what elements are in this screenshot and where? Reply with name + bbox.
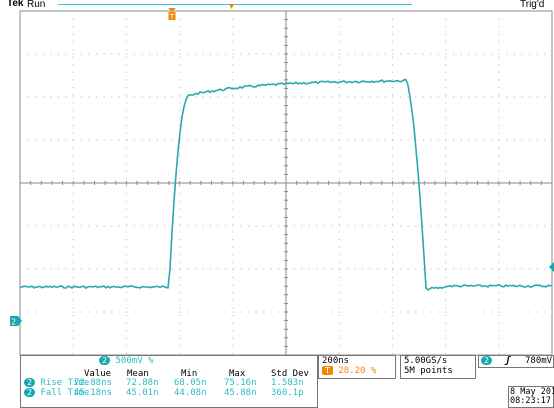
col-header-stddev: Std Dev	[271, 369, 309, 379]
measurement-channel-badge: 2	[24, 378, 36, 387]
measurement-stddev: 1.583n	[271, 378, 304, 388]
channel-badge: 2	[99, 356, 111, 365]
record-length: 5M points	[404, 366, 453, 376]
col-header-value: Value	[84, 369, 112, 379]
measurement-value: 72.88ns	[74, 378, 112, 388]
trigger-channel-badge: 2	[481, 356, 493, 365]
channel-2-waveform	[19, 78, 553, 291]
measurement-value: 45.18ns	[74, 388, 112, 398]
run-state: Run	[27, 0, 46, 10]
measurement-min: 44.08n	[174, 388, 207, 398]
brand-logo: Tek	[7, 0, 24, 9]
timebase-position: 28.20 %	[338, 366, 377, 376]
record-position-bar[interactable]	[58, 4, 412, 5]
sample-rate: 5.00GS/s	[404, 356, 448, 366]
measurement-channel-badge: 2	[24, 388, 36, 397]
trigger-level: 780mV	[525, 356, 553, 366]
waveform-display[interactable]: T 2	[0, 0, 554, 356]
timebase-scale: 200ns	[322, 356, 350, 366]
trigger-position-icon: T	[322, 366, 333, 375]
bandwidth-icon: %	[148, 356, 154, 366]
measurement-mean: 72.88n	[126, 378, 159, 388]
col-header-min: Min	[181, 369, 198, 379]
channel-scale-readout[interactable]: 2 500mV %	[99, 356, 153, 366]
measurement-stddev: 360.1p	[271, 388, 304, 398]
info-panel: 2 500mV % Value Mean Min Max Std Dev 2 R…	[0, 355, 554, 408]
col-header-mean: Mean	[127, 369, 149, 379]
trigger-state: Trig'd	[520, 0, 545, 10]
measurement-panel: 2 500mV % Value Mean Min Max Std Dev 2 R…	[20, 355, 318, 408]
trigger-position-marker[interactable]: T	[168, 8, 176, 21]
trigger-level-marker[interactable]	[549, 262, 554, 272]
ground-marker-label: 2	[11, 318, 16, 327]
measurement-label: Rise Time	[40, 378, 90, 388]
acquisition-readout[interactable]: 5.00GS/s 5M points	[400, 355, 476, 379]
trigger-readout[interactable]: 2 ʃ 780mV	[478, 355, 554, 368]
measurement-min: 68.05n	[174, 378, 207, 388]
graticule-grid	[19, 10, 553, 356]
channel-2-ground-marker[interactable]: 2	[10, 316, 22, 327]
col-header-max: Max	[229, 369, 246, 379]
measurement-max: 75.16n	[224, 378, 257, 388]
channel-scale: 500mV	[115, 356, 143, 366]
measurement-label: Fall Time	[40, 388, 90, 398]
horizontal-position-marker[interactable]	[229, 4, 234, 9]
timebase-readout[interactable]: 200ns T 28.20 %	[318, 355, 396, 379]
status-bar: Tek Run Trig'd	[0, 0, 554, 11]
datetime-readout: 8 May 2013 08:23:17	[508, 386, 554, 408]
time: 08:23:17	[510, 396, 551, 406]
measurement-mean: 45.01n	[126, 388, 159, 398]
date: 8 May 2013	[510, 387, 554, 397]
svg-text:T: T	[169, 13, 175, 21]
measurement-max: 45.88n	[224, 388, 257, 398]
rising-edge-icon: ʃ	[505, 356, 511, 366]
